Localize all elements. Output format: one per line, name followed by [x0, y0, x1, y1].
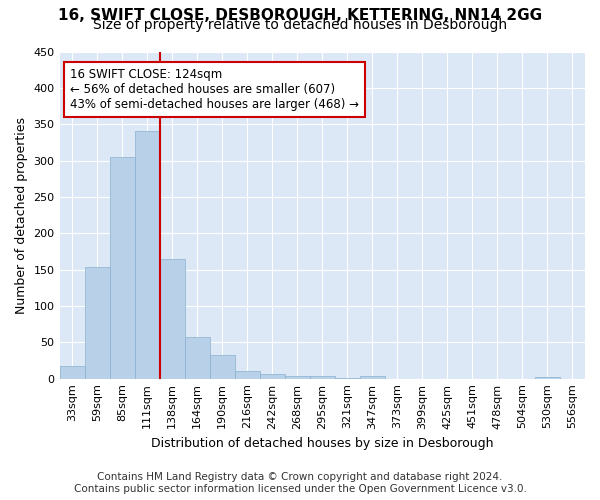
- Bar: [285, 376, 310, 378]
- Text: 16 SWIFT CLOSE: 124sqm
← 56% of detached houses are smaller (607)
43% of semi-de: 16 SWIFT CLOSE: 124sqm ← 56% of detached…: [70, 68, 359, 111]
- Bar: [235, 372, 260, 378]
- Bar: [110, 157, 134, 378]
- Bar: [209, 354, 235, 378]
- Y-axis label: Number of detached properties: Number of detached properties: [15, 116, 28, 314]
- Bar: [535, 377, 560, 378]
- Text: 16, SWIFT CLOSE, DESBOROUGH, KETTERING, NN14 2GG: 16, SWIFT CLOSE, DESBOROUGH, KETTERING, …: [58, 8, 542, 22]
- Bar: [260, 374, 285, 378]
- Bar: [310, 376, 335, 378]
- Bar: [160, 258, 185, 378]
- Bar: [360, 376, 385, 378]
- Bar: [134, 132, 160, 378]
- Bar: [59, 366, 85, 378]
- Bar: [85, 266, 110, 378]
- Text: Contains HM Land Registry data © Crown copyright and database right 2024.
Contai: Contains HM Land Registry data © Crown c…: [74, 472, 526, 494]
- Bar: [185, 337, 209, 378]
- X-axis label: Distribution of detached houses by size in Desborough: Distribution of detached houses by size …: [151, 437, 494, 450]
- Text: Size of property relative to detached houses in Desborough: Size of property relative to detached ho…: [93, 18, 507, 32]
